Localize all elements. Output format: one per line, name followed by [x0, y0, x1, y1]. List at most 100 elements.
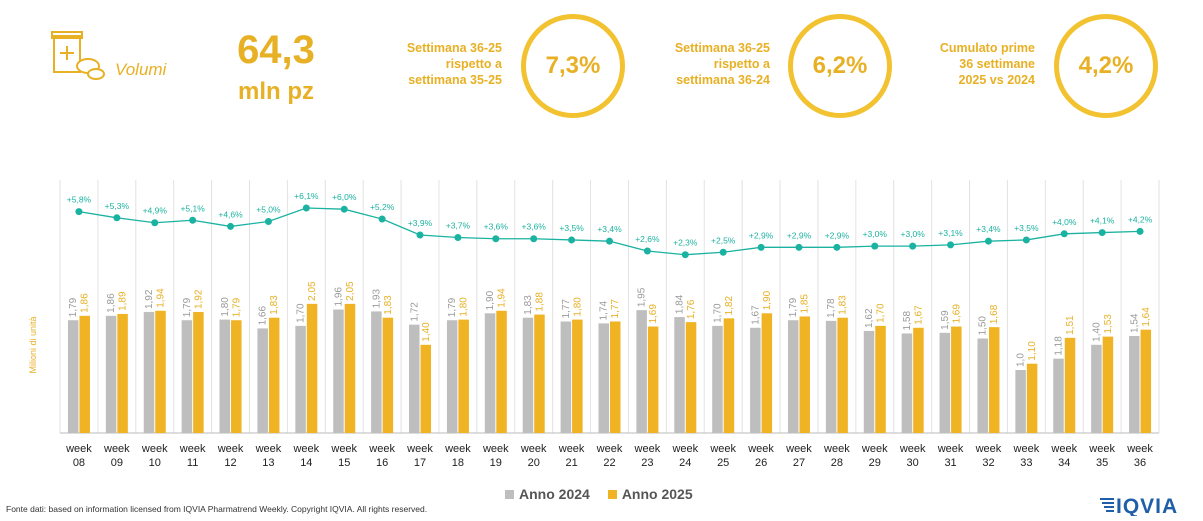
growth-label: +3,5%	[559, 223, 584, 233]
x-tick-label: week	[141, 443, 168, 455]
bar-2024	[105, 315, 117, 433]
bar-2025	[875, 325, 886, 433]
data-label-2024: 1,80	[220, 297, 231, 317]
x-tick-label: 36	[1134, 457, 1146, 469]
growth-label: +3,0%	[863, 229, 888, 239]
data-label-2025: 1,53	[1103, 314, 1114, 334]
growth-point	[151, 219, 159, 227]
x-tick-label: week	[671, 443, 698, 455]
growth-point	[227, 222, 235, 230]
bar-2025	[382, 317, 394, 433]
x-tick-label: 26	[755, 457, 767, 469]
growth-point	[492, 235, 500, 243]
growth-label: +4,2%	[1128, 214, 1153, 224]
x-tick-label: 34	[1058, 457, 1070, 469]
x-tick-label: week	[368, 443, 395, 455]
growth-label: +3,0%	[901, 229, 926, 239]
bar-2025	[1140, 329, 1152, 433]
data-label-2025: 1,79	[231, 297, 242, 317]
bar-2024	[901, 333, 913, 433]
data-label-2024: 1,70	[712, 303, 723, 323]
data-label-2024: 1,95	[637, 287, 648, 307]
growth-label: +2,9%	[787, 230, 812, 240]
data-label-2024: 1,50	[978, 316, 989, 336]
data-label-2024: 1,92	[144, 289, 155, 309]
data-label-2025: 1,85	[800, 294, 811, 314]
bar-2024	[446, 320, 458, 433]
data-label-2025: 2,05	[307, 281, 318, 301]
legend-swatch-2025	[607, 489, 617, 499]
data-label-2024: 1,86	[106, 293, 117, 313]
x-tick-label: 19	[490, 457, 502, 469]
x-tick-label: week	[785, 443, 812, 455]
x-tick-label: 15	[338, 457, 350, 469]
growth-label: +5,0%	[256, 205, 281, 215]
bar-2025	[799, 316, 810, 433]
bar-2024	[333, 309, 344, 433]
bar-2024	[181, 320, 193, 433]
growth-point	[681, 251, 689, 259]
legend-label-2024: Anno 2024	[519, 486, 590, 502]
growth-point	[454, 233, 462, 241]
growth-point	[909, 242, 917, 250]
bar-2024	[1053, 358, 1064, 433]
bar-2025	[685, 322, 697, 433]
comparison-1-text: Settimana 36-25 rispetto a settimana 35-…	[406, 41, 502, 87]
x-tick-label: week	[330, 443, 357, 455]
svg-text:IQVIA: IQVIA	[1116, 495, 1178, 516]
iqvia-logo: IQVIA	[1100, 492, 1192, 518]
growth-label: +3,9%	[408, 218, 433, 228]
growth-point	[264, 218, 272, 225]
data-label-2024: 1,78	[826, 298, 837, 318]
x-tick-label: 23	[641, 457, 653, 469]
x-tick-label: week	[899, 443, 926, 455]
data-label-2024: 1,79	[182, 297, 193, 317]
data-label-2025: 1,90	[762, 290, 773, 310]
growth-point	[606, 237, 613, 245]
x-tick-label: 10	[149, 457, 161, 469]
bar-2025	[496, 310, 507, 433]
x-tick-label: week	[1088, 443, 1115, 455]
x-tick-label: 28	[831, 457, 843, 469]
x-tick-label: week	[634, 443, 661, 455]
growth-point	[643, 247, 651, 255]
bar-2024	[257, 328, 268, 433]
bar-2024	[598, 323, 609, 433]
x-tick-label: week	[255, 443, 282, 455]
growth-point	[871, 242, 879, 250]
data-label-2025: 1,10	[1027, 341, 1038, 361]
x-tick-label: week	[861, 443, 888, 455]
bar-2024	[825, 320, 837, 433]
x-tick-label: 24	[679, 457, 691, 469]
bar-2024	[67, 320, 79, 433]
kpi-label: Volumi	[115, 60, 167, 79]
x-tick-label: 30	[907, 457, 919, 469]
bar-2024	[560, 321, 572, 433]
bar-2025	[534, 314, 545, 433]
bar-2025	[1026, 363, 1038, 433]
bar-2025	[155, 310, 166, 433]
growth-label: +4,0%	[1052, 217, 1077, 227]
growth-label: +5,1%	[180, 203, 205, 213]
data-label-2024: 1,70	[296, 303, 307, 323]
data-label-2024: 1,62	[864, 308, 875, 328]
data-label-2025: 1,51	[1065, 315, 1076, 335]
bar-2025	[572, 319, 583, 433]
data-label-2024: 1,74	[599, 300, 610, 320]
data-label-2024: 1,79	[68, 297, 79, 317]
x-tick-label: 14	[300, 457, 312, 469]
legend-label-2025: Anno 2025	[621, 486, 693, 502]
bar-2025	[344, 303, 356, 433]
growth-point	[75, 208, 83, 216]
data-label-2025: 1,82	[724, 295, 735, 315]
x-tick-label: week	[444, 443, 471, 455]
bar-2024	[1129, 335, 1140, 433]
bar-2024	[674, 317, 685, 433]
x-tick-label: 22	[603, 457, 615, 469]
x-tick-label: 31	[944, 457, 956, 469]
x-tick-label: 20	[528, 457, 540, 469]
bar-2025	[117, 313, 128, 433]
growth-point	[302, 204, 310, 212]
comparison-2-circle: 6,2%	[788, 14, 892, 118]
data-label-2024: 1,79	[788, 297, 799, 317]
